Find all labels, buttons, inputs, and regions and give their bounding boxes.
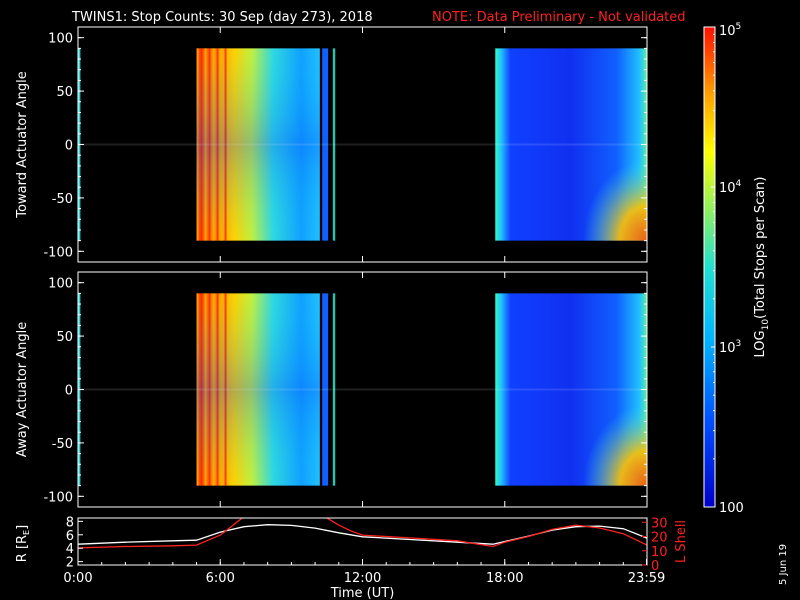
data-block [332, 48, 336, 241]
colorbar-tick-label: 100 [719, 501, 744, 516]
x-tick-label: 0:00 [63, 571, 92, 586]
data-block [322, 293, 329, 486]
x-tick-label: 6:00 [206, 571, 235, 586]
hot-region [495, 48, 647, 241]
x-tick-label: 18:00 [486, 571, 523, 586]
y-tick-label: -50 [52, 437, 73, 452]
left-y-axis-label: R [RE] [15, 525, 31, 562]
colorbar-gradient [703, 26, 716, 508]
left-y-tick-label: 2 [66, 556, 74, 571]
left-y-tick-label: 6 [66, 529, 74, 544]
right-y-axis-label: L Shell [674, 520, 689, 563]
r-series-line [78, 524, 647, 545]
data-block [322, 48, 329, 241]
data-block [332, 293, 336, 486]
colorbar: 105 104 103 100 LOG10(Total Stops per Scan) [703, 22, 771, 516]
figure-title: TWINS1: Stop Counts: 30 Sep (day 273), 2… [71, 10, 373, 25]
left-y-tick-label: 4 [66, 542, 74, 557]
colorbar-tick-label: 105 [719, 22, 741, 39]
preliminary-note: NOTE: Data Preliminary - Not validated [432, 10, 686, 25]
y-tick-label: 100 [48, 32, 73, 47]
right-y-tick-label: 10 [651, 545, 668, 560]
angle-shade [196, 293, 320, 486]
colorbar-tick-label: 104 [719, 179, 742, 196]
toward-actuator-panel: 100 50 0 -50 -100 Toward Actuator Angle [15, 26, 648, 263]
y-tick-label: 50 [56, 330, 73, 345]
y-tick-label: 50 [56, 85, 73, 100]
right-y-tick-label: 20 [651, 531, 668, 546]
y-tick-label: 100 [48, 277, 73, 292]
y-tick-label: -50 [52, 192, 73, 207]
colorbar-tick-label: 103 [719, 339, 741, 356]
right-y-tick-label: 30 [651, 516, 668, 531]
y-tick-label: -100 [43, 245, 73, 260]
y-axis-label: Away Actuator Angle [15, 322, 30, 457]
y-tick-label: -100 [43, 490, 73, 505]
date-stamp: 5 Jun 19 [778, 544, 789, 585]
y-tick-label: 0 [65, 139, 73, 154]
away-actuator-panel: 100 50 0 -50 -100 Away Actuator Angle [15, 271, 648, 508]
x-tick-label: 12:00 [344, 571, 381, 586]
left-y-tick-label: 8 [66, 515, 74, 530]
colorbar-label: LOG10(Total Stops per Scan) [753, 177, 771, 358]
lshell-series-line [78, 518, 647, 549]
y-tick-label: 0 [65, 384, 73, 399]
y-axis-label: Toward Actuator Angle [15, 71, 30, 218]
x-tick-label: 23:59 [628, 571, 665, 586]
x-axis-label: Time (UT) [330, 586, 395, 600]
angle-shade [196, 48, 320, 241]
right-y-tick-label: 0 [651, 559, 659, 574]
hot-region [495, 293, 647, 486]
